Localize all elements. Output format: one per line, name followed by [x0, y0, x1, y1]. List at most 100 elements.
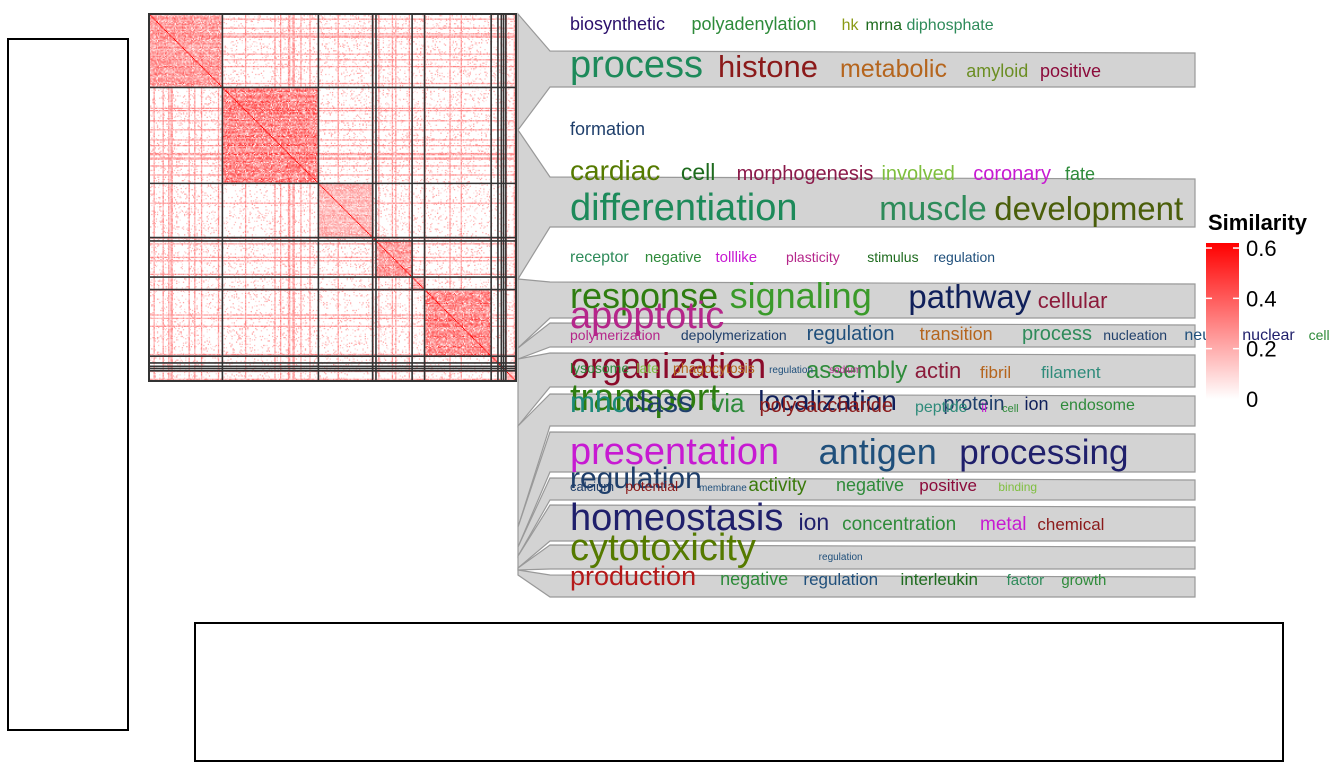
- heatmap-cell: [152, 40, 153, 41]
- heatmap-cell: [309, 25, 310, 26]
- heatmap-cell: [212, 52, 213, 53]
- heatmap-cell: [175, 31, 176, 32]
- heatmap-cell: [189, 25, 190, 26]
- heatmap-cell: [392, 21, 393, 22]
- heatmap-cell: [219, 26, 220, 27]
- heatmap-cell: [178, 15, 179, 16]
- heatmap-cell: [212, 50, 213, 51]
- heatmap-cell: [172, 24, 173, 25]
- heatmap-cell: [250, 35, 251, 36]
- heatmap-cell: [401, 19, 402, 20]
- heatmap-cell: [195, 44, 196, 45]
- heatmap-cell: [282, 28, 283, 29]
- heatmap-cell: [377, 15, 378, 16]
- heatmap-cell: [187, 39, 188, 40]
- heatmap-cell: [312, 17, 313, 18]
- heatmap-cell: [378, 20, 379, 21]
- heatmap-cell: [172, 43, 173, 44]
- heatmap-cell: [182, 41, 183, 42]
- heatmap-cell: [309, 37, 310, 38]
- heatmap-cell: [195, 19, 196, 20]
- heatmap-cell: [168, 41, 169, 42]
- heatmap-cell: [200, 52, 201, 53]
- heatmap-cell: [259, 37, 260, 38]
- heatmap-cell: [189, 22, 190, 23]
- heatmap-cell: [244, 35, 245, 36]
- heatmap-cell: [181, 19, 182, 20]
- heatmap-cell: [443, 33, 444, 34]
- heatmap-cell: [309, 44, 310, 45]
- heatmap-cell: [300, 48, 301, 49]
- heatmap-cell: [243, 52, 244, 53]
- heatmap-cell: [204, 38, 205, 39]
- heatmap-cell: [225, 50, 226, 51]
- heatmap-cell: [168, 49, 169, 50]
- heatmap-cell: [285, 42, 286, 43]
- heatmap-cell: [215, 28, 216, 29]
- heatmap-cell: [215, 46, 216, 47]
- heatmap-cell: [489, 37, 490, 38]
- heatmap-cell: [203, 43, 204, 44]
- heatmap-cell: [219, 38, 220, 39]
- heatmap-cell: [471, 20, 472, 21]
- heatmap-cell: [178, 41, 179, 42]
- heatmap-cell: [208, 46, 209, 47]
- heatmap-cell: [422, 20, 423, 21]
- heatmap-cell: [185, 42, 186, 43]
- heatmap-cell: [150, 37, 151, 38]
- heatmap-cell: [455, 41, 456, 42]
- heatmap-cell: [419, 19, 420, 20]
- heatmap-cell: [493, 37, 494, 38]
- heatmap-cell: [351, 50, 352, 51]
- heatmap-cell: [309, 30, 310, 31]
- heatmap-cell: [194, 26, 195, 27]
- heatmap-cell: [181, 41, 182, 42]
- heatmap-cell: [292, 50, 293, 51]
- heatmap-cell: [217, 35, 218, 36]
- heatmap-cell: [362, 19, 363, 20]
- heatmap-cell: [285, 37, 286, 38]
- heatmap-cell: [178, 39, 179, 40]
- heatmap-cell: [344, 44, 345, 45]
- heatmap-cell: [186, 38, 187, 39]
- heatmap-cell: [185, 40, 186, 41]
- heatmap-cell: [289, 29, 290, 30]
- heatmap-cell: [201, 23, 202, 24]
- heatmap-cell: [461, 41, 462, 42]
- heatmap-cell: [224, 51, 225, 52]
- heatmap-cell: [192, 30, 193, 31]
- heatmap-cell: [243, 19, 244, 20]
- heatmap-cell: [166, 48, 167, 49]
- heatmap-cell: [178, 50, 179, 51]
- heatmap-cell: [288, 26, 289, 27]
- heatmap-cell: [189, 34, 190, 35]
- heatmap-cell: [484, 33, 485, 34]
- heatmap-cell: [208, 25, 209, 26]
- heatmap-cell: [509, 19, 510, 20]
- heatmap-cell: [156, 17, 157, 18]
- heatmap-cell: [417, 49, 418, 50]
- heatmap-cell: [472, 35, 473, 36]
- heatmap-cell: [266, 51, 267, 52]
- heatmap-cell: [210, 20, 211, 21]
- heatmap-cell: [263, 21, 264, 22]
- heatmap-cell: [182, 21, 183, 22]
- heatmap-cell: [158, 17, 159, 18]
- heatmap-cell: [324, 35, 325, 36]
- heatmap-cell: [173, 35, 174, 36]
- heatmap-cell: [227, 37, 228, 38]
- heatmap-cell: [168, 43, 169, 44]
- heatmap-cell: [164, 38, 165, 39]
- heatmap-cell: [169, 51, 170, 52]
- heatmap-cell: [208, 40, 209, 41]
- heatmap-cell: [203, 51, 204, 52]
- heatmap-cell: [215, 48, 216, 49]
- heatmap-cell: [339, 35, 340, 36]
- heatmap-cell: [160, 26, 161, 27]
- heatmap-cell: [224, 37, 225, 38]
- heatmap-cell: [220, 46, 221, 47]
- heatmap-cell: [200, 41, 201, 42]
- heatmap-cell: [274, 19, 275, 20]
- heatmap-cell: [164, 20, 165, 21]
- heatmap-cell: [166, 32, 167, 33]
